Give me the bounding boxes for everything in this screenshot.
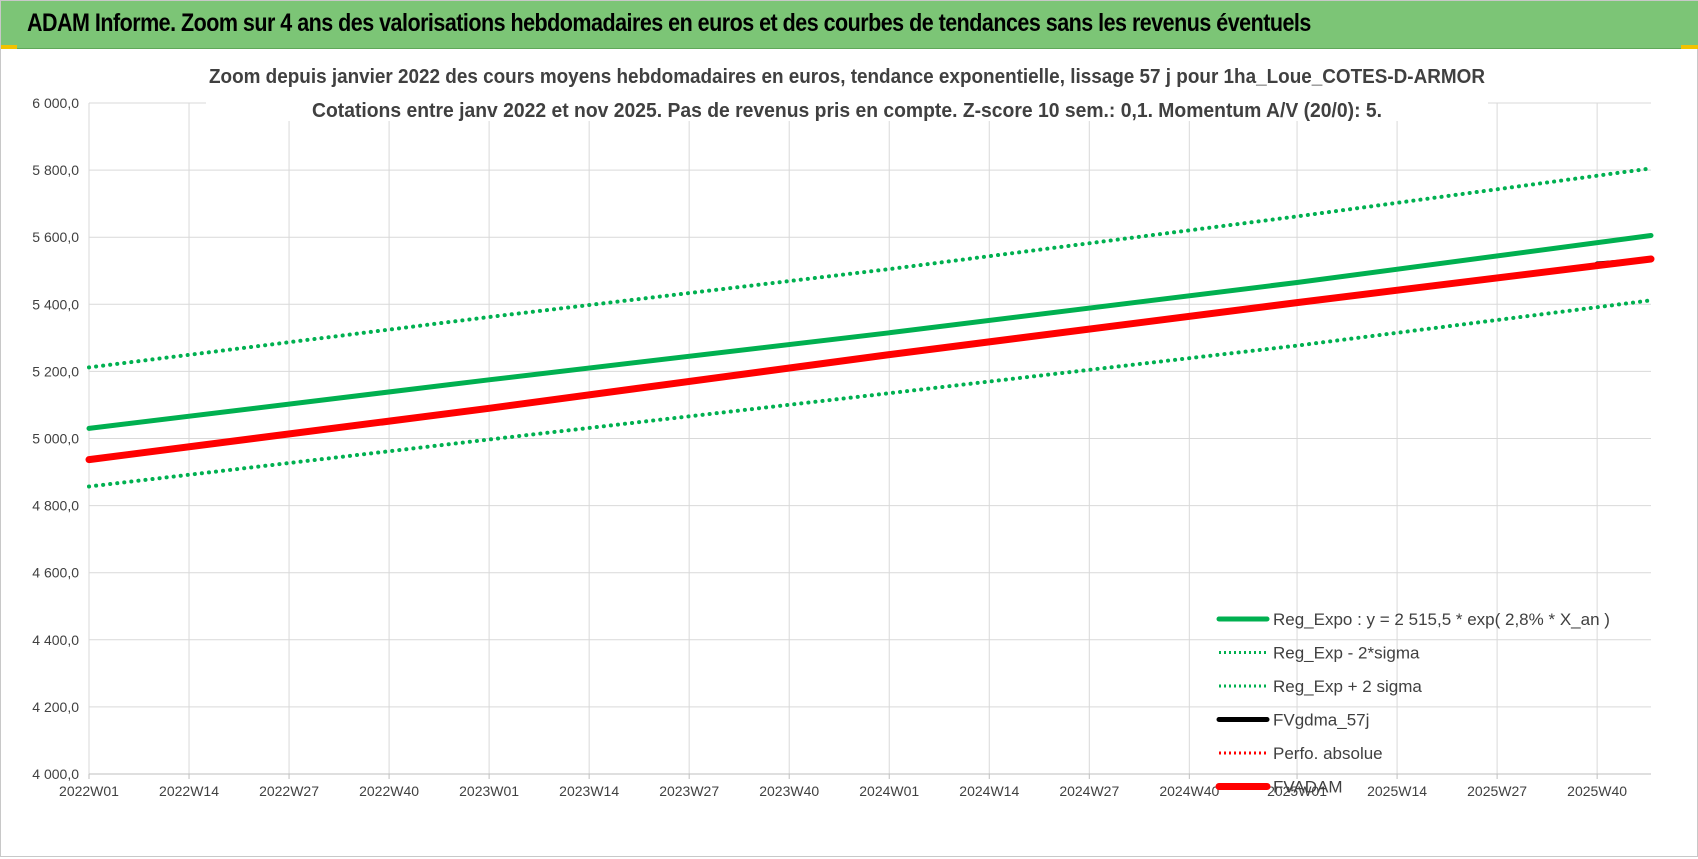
x-axis: 2022W01 2022W14 2022W27 2022W40 2023W01 2023W… [59,773,1651,799]
chart-title: Zoom depuis janvier 2022 des cours moyen… [206,65,1488,122]
series-line-3 [87,166,1653,370]
legend-label-4: FVgdma_57j [1273,711,1369,730]
y-tick-label: 4 400,0 [32,632,79,648]
header-bar: ADAM Informe. Zoom sur 4 ans des valoris… [1,1,1698,49]
y-tick-label: 5 800,0 [32,162,79,178]
x-tick-label: 2024W01 [859,783,919,799]
y-tick-label: 4 000,0 [32,766,79,782]
series-line-6 [85,255,1655,464]
x-tick-label: 2022W27 [259,783,319,799]
x-tick-label: 2023W14 [559,783,619,799]
legend-label-3: Reg_Exp + 2 sigma [1273,677,1422,696]
y-tick-label: 4 800,0 [32,498,79,514]
y-axis: 4 000,0 4 200,0 4 400,0 4 600,0 4 800,0 5 000… [32,95,79,782]
series-line-1 [86,233,1654,431]
gridlines [88,102,1651,775]
x-tick-label: 2022W14 [159,783,219,799]
x-tick-label: 2022W40 [359,783,419,799]
x-tick-label: 2025W40 [1567,783,1627,799]
x-tick-label: 2025W14 [1367,783,1427,799]
y-tick-label: 5 200,0 [32,363,79,379]
x-tick-label: 2024W27 [1059,783,1119,799]
x-tick-label: 2023W40 [759,783,819,799]
legend: Reg_Expo : y = 2 515,5 * exp( 2,8% * X_a… [1215,610,1610,797]
y-tick-label: 6 000,0 [32,95,79,111]
corner-accent-left [1,45,17,49]
y-tick-label: 4 200,0 [32,699,79,715]
x-tick-label: 2023W01 [459,783,519,799]
legend-label-6: FVADAM [1273,778,1343,797]
x-tick-label: 2024W40 [1159,783,1219,799]
series-layer [85,166,1655,489]
y-tick-label: 5 000,0 [32,431,79,447]
chart-area: 4 000,0 4 200,0 4 400,0 4 600,0 4 800,0 5 000… [1,49,1698,854]
x-tick-label: 2022W01 [59,783,119,799]
legend-label-5: Perfo. absolue [1273,744,1383,763]
y-tick-label: 4 600,0 [32,565,79,581]
legend-label-1: Reg_Expo : y = 2 515,5 * exp( 2,8% * X_a… [1273,610,1610,629]
line-chart: 4 000,0 4 200,0 4 400,0 4 600,0 4 800,0 5 000… [32,65,1655,799]
x-tick-label: 2024W14 [959,783,1019,799]
chart-title-line-2: Cotations entre janv 2022 et nov 2025. P… [312,100,1382,122]
chart-title-line-1: Zoom depuis janvier 2022 des cours moyen… [209,66,1486,88]
x-tick-label: 2025W27 [1467,783,1527,799]
header-title: ADAM Informe. Zoom sur 4 ans des valoris… [27,9,1311,37]
series-line-2 [87,298,1653,489]
chart-title-background [206,65,1488,121]
y-tick-label: 5 400,0 [32,296,79,312]
corner-accent-right [1681,45,1698,49]
legend-label-2: Reg_Exp - 2*sigma [1273,644,1420,663]
x-tick-label: 2025W01 [1267,783,1327,799]
x-tick-label: 2023W27 [659,783,719,799]
y-tick-label: 5 600,0 [32,229,79,245]
